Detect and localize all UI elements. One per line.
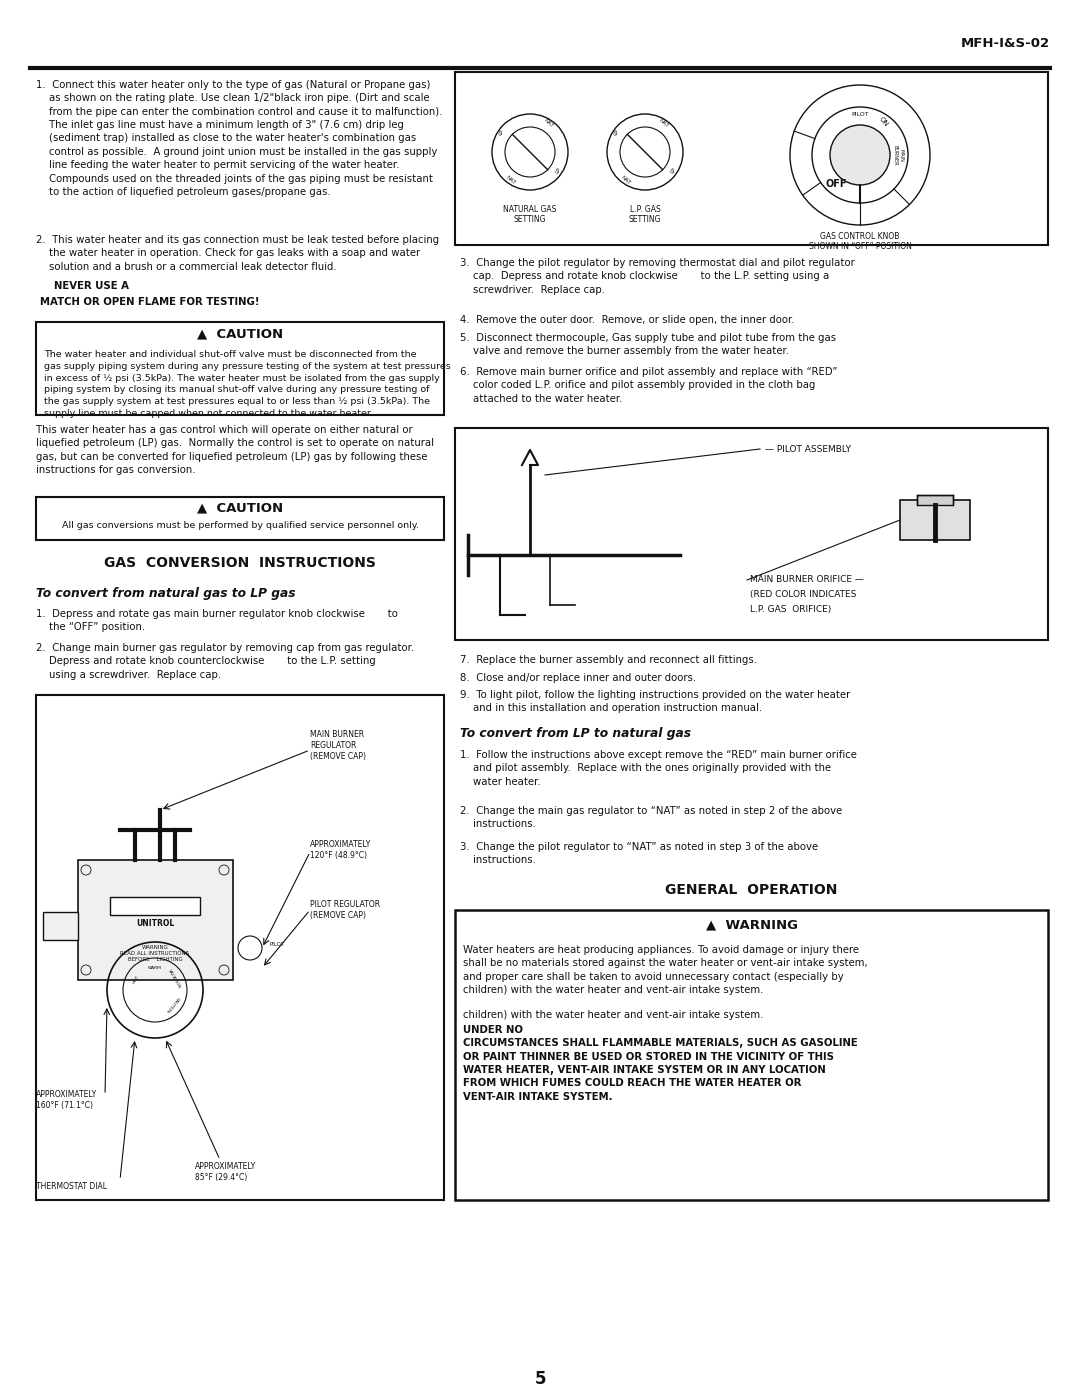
Text: NATURAL GAS
SETTING: NATURAL GAS SETTING (503, 205, 556, 225)
Circle shape (831, 124, 890, 184)
Text: PILOT: PILOT (851, 112, 868, 117)
Text: LP: LP (670, 168, 677, 175)
Text: PILOT REGULATOR
(REMOVE CAP): PILOT REGULATOR (REMOVE CAP) (310, 900, 380, 921)
Bar (36, 497, 444, 541)
Text: 4.  Remove the outer door.  Remove, or slide open, the inner door.: 4. Remove the outer door. Remove, or sli… (460, 314, 795, 326)
Text: To convert from LP to natural gas: To convert from LP to natural gas (460, 726, 691, 740)
Text: UNDER NO
CIRCUMSTANCES SHALL FLAMMABLE MATERIALS, SUCH AS GASOLINE
OR PAINT THIN: UNDER NO CIRCUMSTANCES SHALL FLAMMABLE M… (463, 1025, 858, 1102)
Bar (36, 321, 444, 415)
Text: Water heaters are heat producing appliances. To avoid damage or injury there
sha: Water heaters are heat producing applian… (463, 944, 867, 995)
Bar (455, 427, 1048, 640)
Text: 8.  Close and/or replace inner and outer doors.: 8. Close and/or replace inner and outer … (460, 673, 697, 683)
Text: ON: ON (878, 116, 890, 127)
Bar (78, 861, 233, 981)
Text: 2.  Change the main gas regulator to “NAT” as noted in step 2 of the above
    i: 2. Change the main gas regulator to “NAT… (460, 806, 842, 830)
Text: L.P. GAS
SETTING: L.P. GAS SETTING (629, 205, 661, 225)
Text: ▲  WARNING: ▲ WARNING (705, 918, 797, 930)
Text: ▲  CAUTION: ▲ CAUTION (197, 327, 283, 339)
Text: 1.  Depress and rotate gas main burner regulator knob clockwise       to
    the: 1. Depress and rotate gas main burner re… (36, 609, 397, 633)
Text: GAS CONTROL KNOB
SHOWN IN “OFF” POSITION: GAS CONTROL KNOB SHOWN IN “OFF” POSITION (809, 232, 912, 251)
Text: MATCH OR OPEN FLAME FOR TESTING!: MATCH OR OPEN FLAME FOR TESTING! (40, 298, 259, 307)
Bar (917, 495, 953, 504)
Text: L.P. GAS  ORIFICE): L.P. GAS ORIFICE) (750, 605, 832, 615)
Text: WARM: WARM (148, 965, 162, 970)
Text: WARNING
READ ALL INSTRUCTIONS
BEFORE    LIGHTING: WARNING READ ALL INSTRUCTIONS BEFORE LIG… (121, 944, 190, 963)
Text: This water heater has a gas control which will operate on either natural or
liqu: This water heater has a gas control whic… (36, 425, 434, 475)
Text: LP: LP (554, 168, 563, 175)
Text: To convert from natural gas to LP gas: To convert from natural gas to LP gas (36, 587, 296, 599)
Text: PILOT: PILOT (270, 943, 285, 947)
Text: APPROXIMATELY
120°F (48.9°C): APPROXIMATELY 120°F (48.9°C) (310, 840, 372, 861)
Text: 1.  Follow the instructions above except remove the “RED” main burner orifice
  : 1. Follow the instructions above except … (460, 750, 856, 787)
Text: The water heater and individual shut-off valve must be disconnected from the
gas: The water heater and individual shut-off… (44, 351, 450, 418)
Bar (110, 897, 200, 915)
Text: All gas conversions must be performed by qualified service personnel only.: All gas conversions must be performed by… (62, 521, 419, 529)
Text: NAT: NAT (620, 175, 632, 186)
Bar (455, 909, 1048, 1200)
Text: 1.  Connect this water heater only to the type of gas (Natural or Propane gas)
 : 1. Connect this water heater only to the… (36, 80, 443, 197)
Text: CAUTION: CAUTION (164, 995, 179, 1013)
Text: children) with the water heater and vent-air intake system.: children) with the water heater and vent… (463, 1010, 767, 1020)
Text: THERMOSTAT DIAL: THERMOSTAT DIAL (36, 1182, 107, 1192)
Text: LP: LP (612, 129, 620, 137)
Text: MAIN BURNER ORIFICE —: MAIN BURNER ORIFICE — (750, 576, 864, 584)
Bar (43, 912, 78, 940)
Text: GENERAL  OPERATION: GENERAL OPERATION (665, 883, 838, 897)
Text: UNITROL: UNITROL (136, 919, 174, 929)
Bar (900, 500, 970, 541)
Text: APPROXIMATELY
85°F (29.4°C): APPROXIMATELY 85°F (29.4°C) (195, 1162, 256, 1182)
Text: NAT: NAT (659, 119, 670, 129)
Text: 5: 5 (535, 1370, 545, 1389)
Text: HOT: HOT (132, 974, 140, 983)
Text: VACATION: VACATION (167, 968, 181, 989)
Text: (RED COLOR INDICATES: (RED COLOR INDICATES (750, 590, 856, 599)
Text: MFH-I&S-02: MFH-I&S-02 (961, 36, 1050, 50)
Text: NAT: NAT (505, 175, 516, 186)
Text: APPROXIMATELY
160°F (71.1°C): APPROXIMATELY 160°F (71.1°C) (36, 1090, 97, 1111)
Text: 7.  Replace the burner assembly and reconnect all fittings.: 7. Replace the burner assembly and recon… (460, 655, 757, 665)
Text: 2.  This water heater and its gas connection must be leak tested before placing
: 2. This water heater and its gas connect… (36, 235, 440, 272)
Text: 3.  Change the pilot regulator to “NAT” as noted in step 3 of the above
    inst: 3. Change the pilot regulator to “NAT” a… (460, 842, 819, 865)
Bar (36, 694, 444, 1200)
Text: ▲  CAUTION: ▲ CAUTION (197, 502, 283, 514)
Bar (455, 73, 1048, 244)
Text: 2.  Change main burner gas regulator by removing cap from gas regulator.
    Dep: 2. Change main burner gas regulator by r… (36, 643, 414, 680)
Text: 3.  Change the pilot regulator by removing thermostat dial and pilot regulator
 : 3. Change the pilot regulator by removin… (460, 258, 854, 295)
Text: GAS  CONVERSION  INSTRUCTIONS: GAS CONVERSION INSTRUCTIONS (104, 556, 376, 570)
Text: OFF: OFF (825, 179, 847, 189)
Text: 9.  To light pilot, follow the lighting instructions provided on the water heate: 9. To light pilot, follow the lighting i… (460, 690, 850, 714)
Text: MAIN
BURNER: MAIN BURNER (893, 145, 904, 165)
Text: LP: LP (498, 129, 505, 137)
Text: 5.  Disconnect thermocouple, Gas supply tube and pilot tube from the gas
    val: 5. Disconnect thermocouple, Gas supply t… (460, 332, 836, 356)
Text: MAIN BURNER
REGULATOR
(REMOVE CAP): MAIN BURNER REGULATOR (REMOVE CAP) (310, 731, 366, 761)
Text: — PILOT ASSEMBLY: — PILOT ASSEMBLY (765, 446, 851, 454)
Text: NEVER USE A: NEVER USE A (54, 281, 129, 291)
Text: 6.  Remove main burner orifice and pilot assembly and replace with “RED”
    col: 6. Remove main burner orifice and pilot … (460, 367, 837, 404)
Text: NAT: NAT (543, 119, 555, 129)
